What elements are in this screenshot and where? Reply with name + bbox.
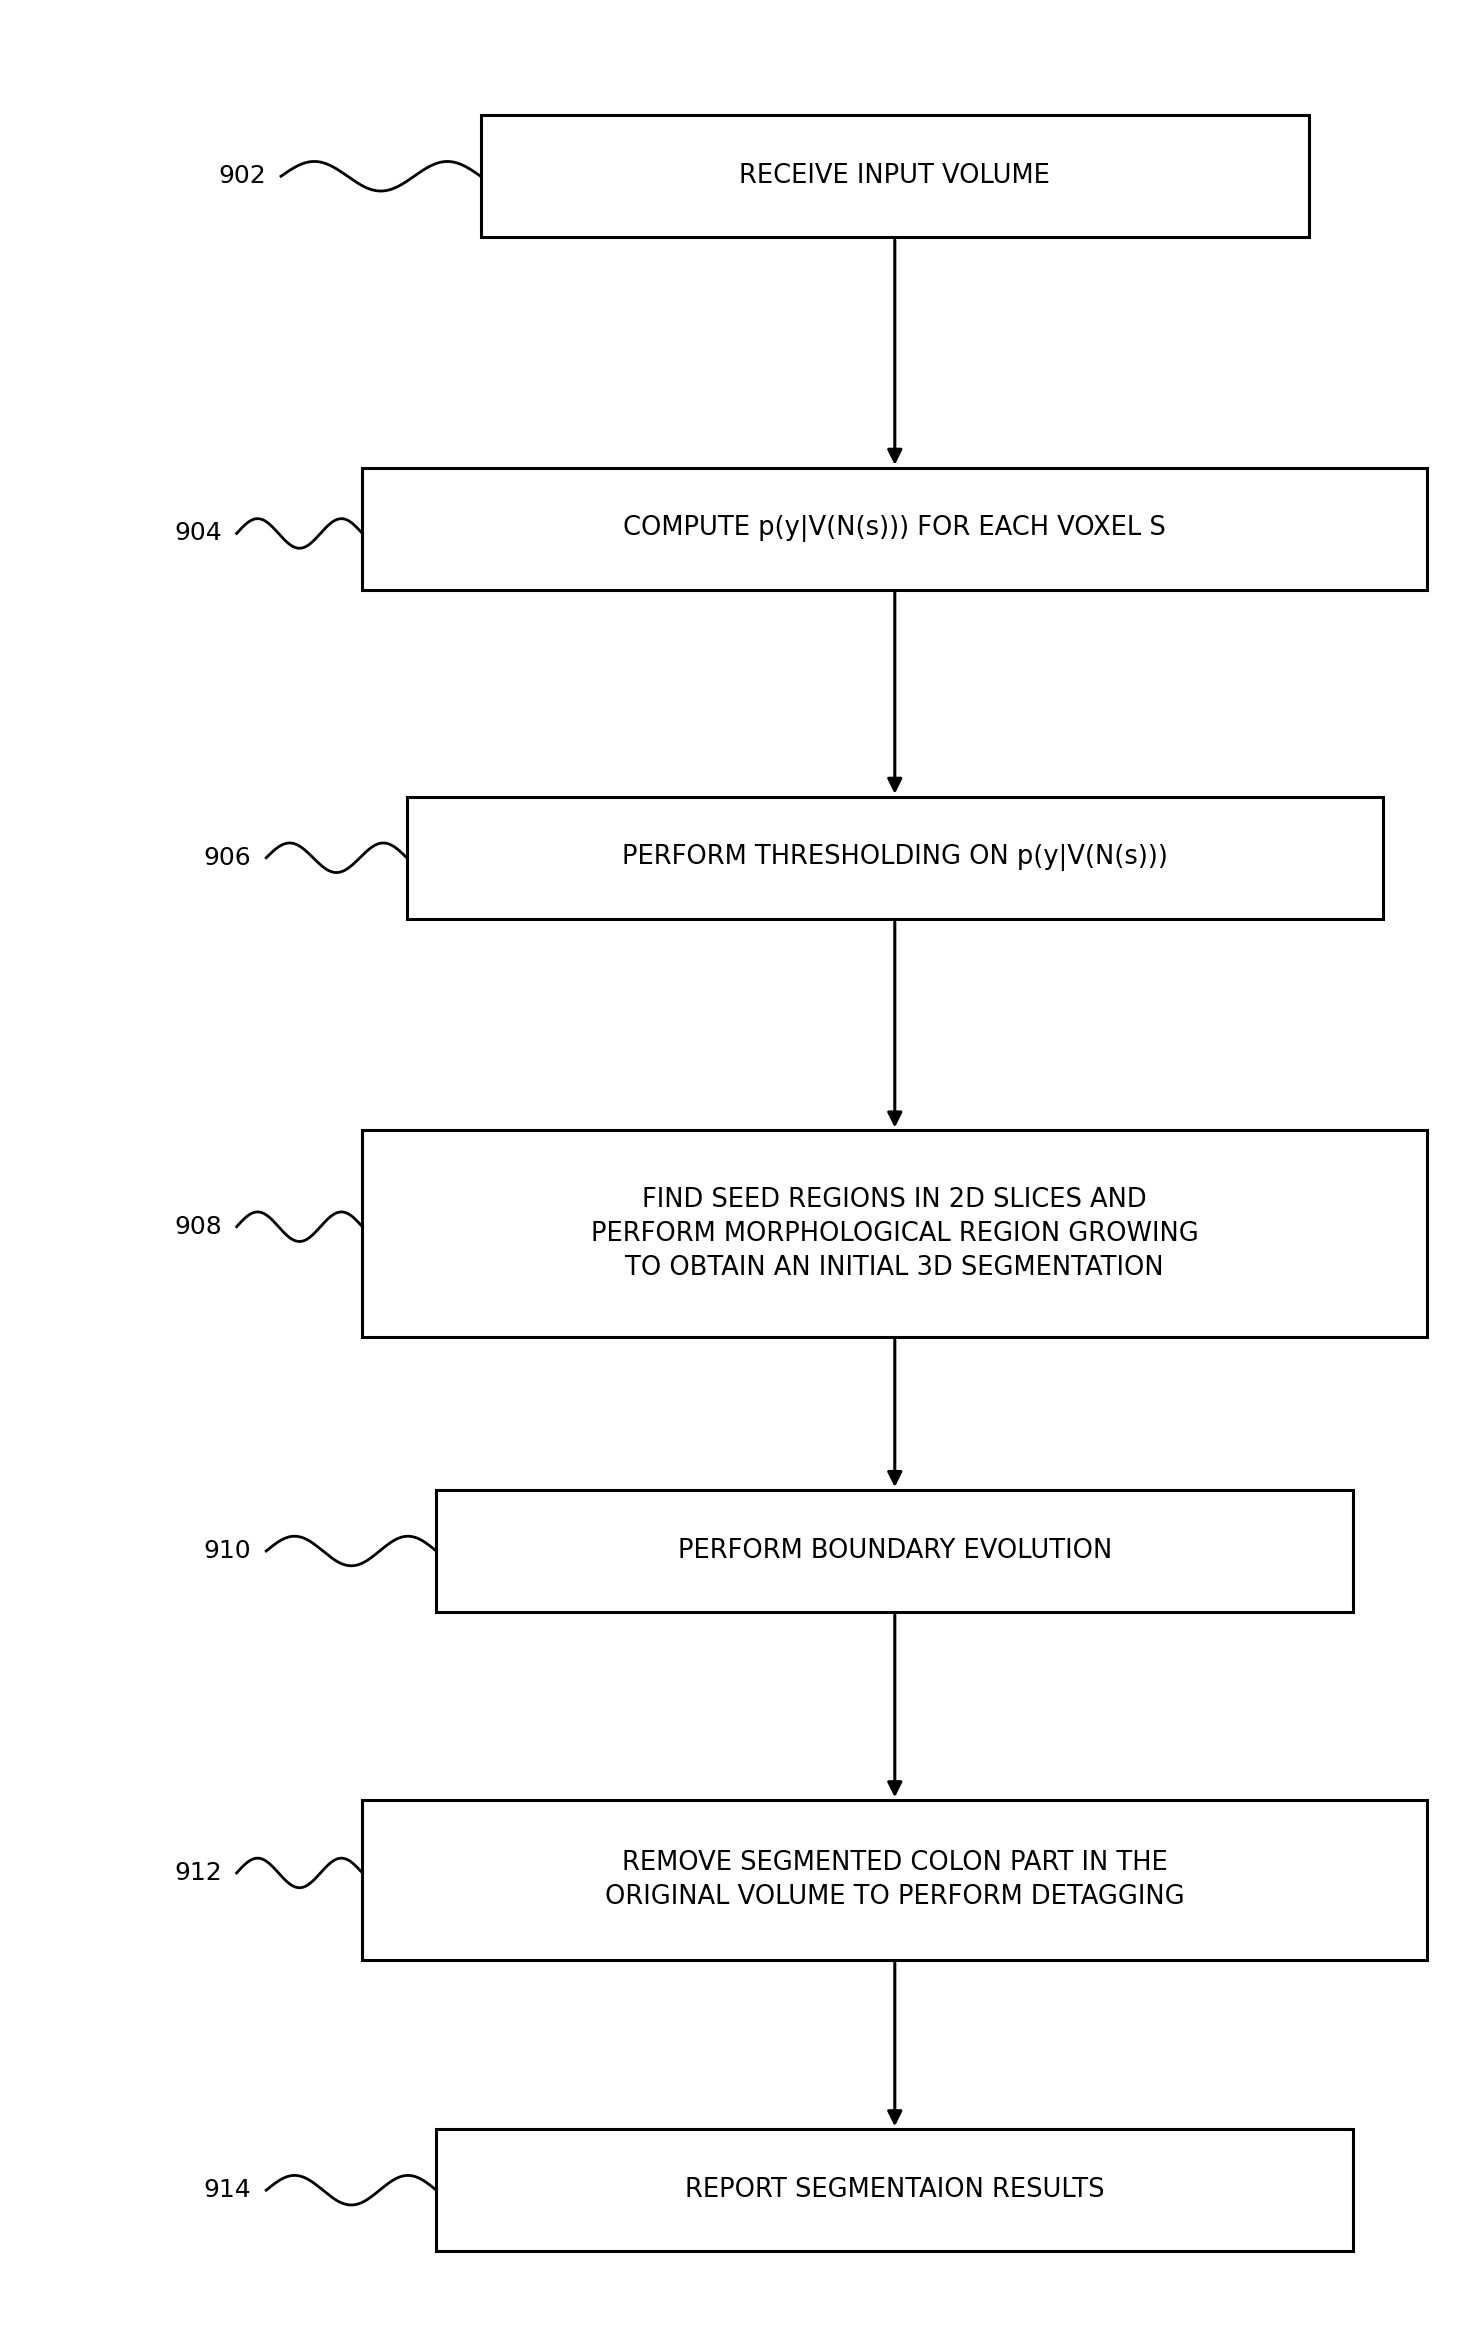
Text: RECEIVE INPUT VOLUME: RECEIVE INPUT VOLUME: [740, 162, 1050, 190]
Text: 906: 906: [204, 846, 251, 870]
Text: 914: 914: [204, 2178, 251, 2202]
Bar: [407, 797, 1383, 919]
Bar: [481, 115, 1309, 237]
Text: 902: 902: [219, 165, 266, 188]
Text: 910: 910: [204, 1539, 251, 1563]
Bar: [436, 1490, 1353, 1612]
Text: 908: 908: [175, 1215, 222, 1238]
Bar: [362, 468, 1427, 590]
Bar: [362, 1130, 1427, 1337]
Text: 912: 912: [175, 1861, 222, 1885]
Bar: [436, 2129, 1353, 2251]
Text: FIND SEED REGIONS IN 2D SLICES AND
PERFORM MORPHOLOGICAL REGION GROWING
TO OBTAI: FIND SEED REGIONS IN 2D SLICES AND PERFO…: [592, 1187, 1198, 1281]
Text: 904: 904: [175, 522, 222, 545]
Text: PERFORM BOUNDARY EVOLUTION: PERFORM BOUNDARY EVOLUTION: [677, 1537, 1112, 1565]
Text: PERFORM THRESHOLDING ON p(y|V(N(s))): PERFORM THRESHOLDING ON p(y|V(N(s))): [621, 844, 1168, 872]
Text: REPORT SEGMENTAION RESULTS: REPORT SEGMENTAION RESULTS: [685, 2176, 1105, 2204]
Bar: [362, 1800, 1427, 1960]
Text: REMOVE SEGMENTED COLON PART IN THE
ORIGINAL VOLUME TO PERFORM DETAGGING: REMOVE SEGMENTED COLON PART IN THE ORIGI…: [605, 1849, 1185, 1911]
Text: COMPUTE p(y|V(N(s))) FOR EACH VOXEL S: COMPUTE p(y|V(N(s))) FOR EACH VOXEL S: [624, 515, 1165, 543]
